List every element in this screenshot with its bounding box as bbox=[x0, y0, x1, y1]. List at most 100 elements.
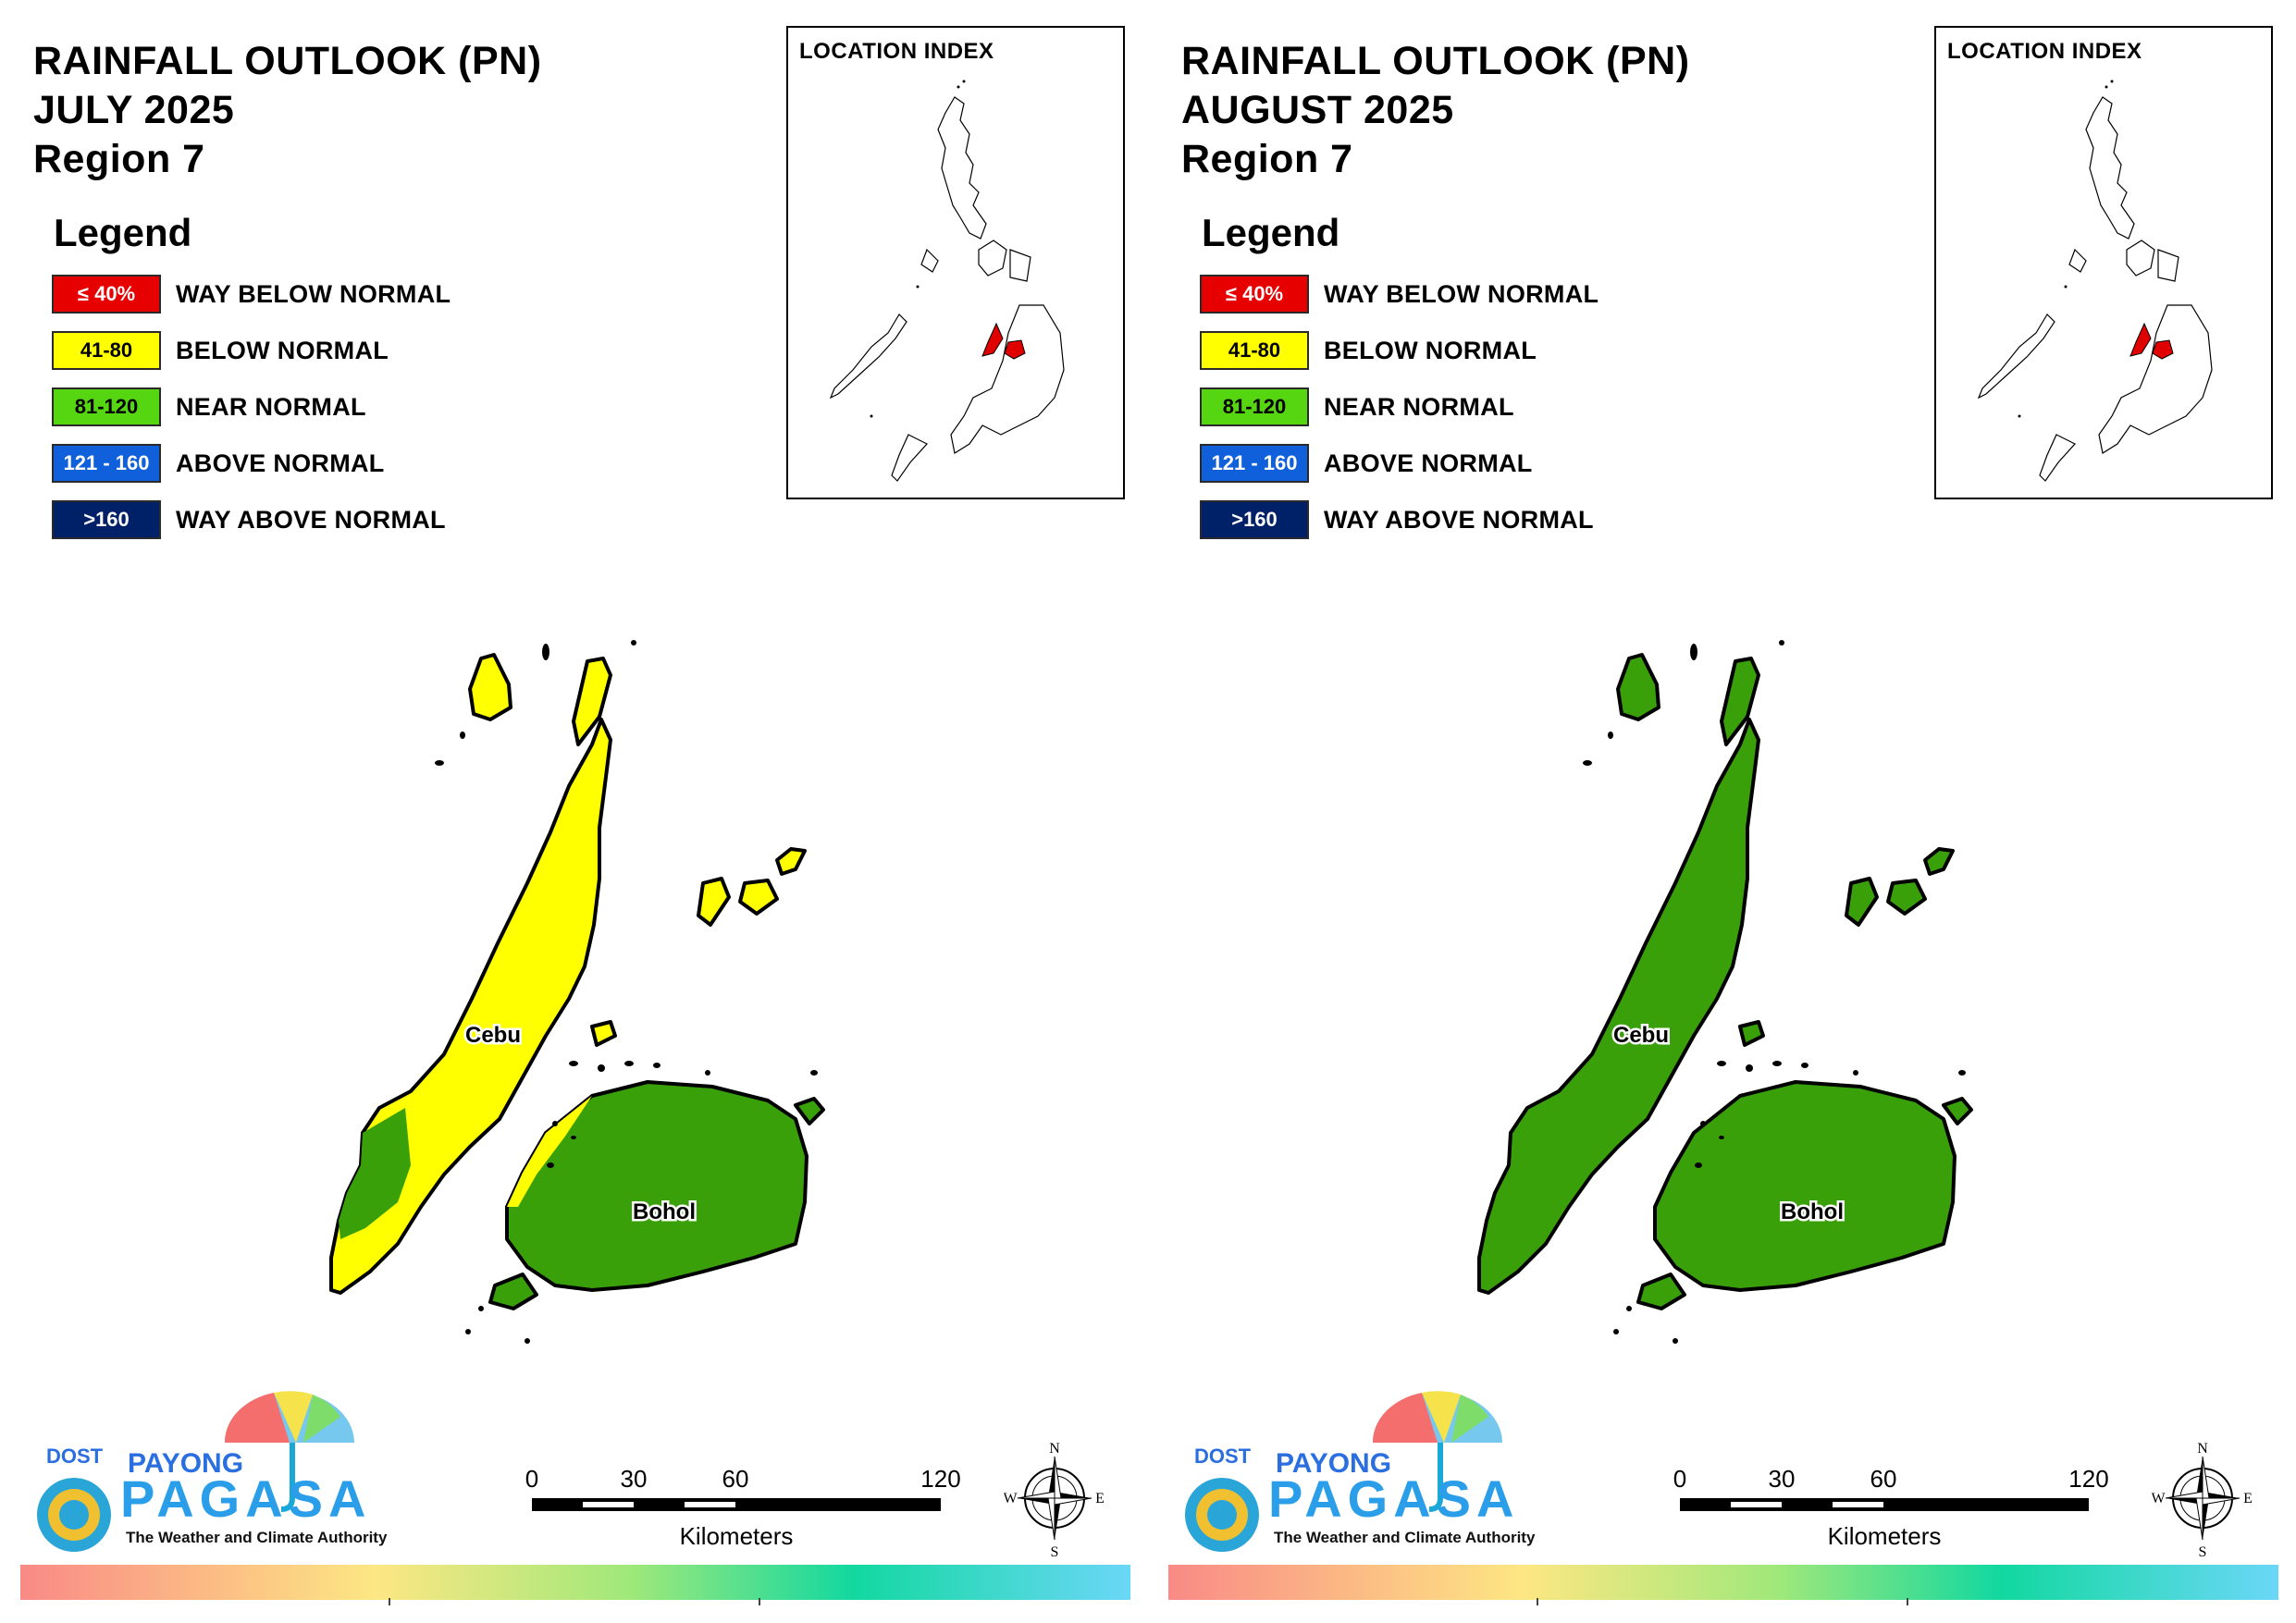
title-month: AUGUST 2025 bbox=[1181, 88, 1454, 132]
map-title: RAINFALL OUTLOOK (PN) AUGUST 2025 Region… bbox=[1181, 37, 1690, 184]
legend-swatch-way-above: >160 bbox=[52, 500, 161, 539]
camotes-east bbox=[738, 879, 779, 916]
panel-july: RAINFALL OUTLOOK (PN) JULY 2025 Region 7… bbox=[20, 26, 1130, 1605]
compass-w: W bbox=[2152, 1491, 2166, 1506]
dost-text: DOST bbox=[46, 1445, 104, 1468]
footer-gradient-bar bbox=[20, 1565, 1130, 1605]
payong-text: PAYONG bbox=[1276, 1448, 1391, 1479]
legend: Legend ≤ 40% WAY BELOW NORMAL 41-80 BELO… bbox=[52, 211, 451, 556]
legend-swatch-below: 41-80 bbox=[1200, 331, 1309, 370]
legend-title: Legend bbox=[1202, 211, 1340, 254]
bohol-island bbox=[1653, 1080, 1957, 1292]
legend-swatch-near: 81-120 bbox=[1200, 387, 1309, 426]
legend-item-above: 121 - 160 ABOVE NORMAL bbox=[52, 443, 451, 484]
bohol-island bbox=[505, 1080, 809, 1292]
cebu-island bbox=[1477, 718, 1760, 1295]
compass-s: S bbox=[1051, 1544, 1059, 1558]
compass-s: S bbox=[2199, 1544, 2207, 1558]
dost-text: DOST bbox=[1194, 1445, 1252, 1468]
legend-label-below: BELOW NORMAL bbox=[176, 336, 389, 364]
pagasa-logo: DOST PAYONG PAGASA The Weather and Clima… bbox=[37, 1391, 388, 1552]
footer-gradient-bar bbox=[1168, 1565, 2278, 1605]
index-title: LOCATION INDEX bbox=[1947, 39, 2142, 64]
bantayan-island bbox=[468, 653, 512, 721]
legend-label-way-above: WAY ABOVE NORMAL bbox=[1324, 505, 1594, 534]
legend-swatch-near: 81-120 bbox=[52, 387, 161, 426]
pagasa-text: PAGASA bbox=[120, 1469, 371, 1528]
camotes-east bbox=[1886, 879, 1927, 916]
title-line1: RAINFALL OUTLOOK (PN) bbox=[1181, 39, 1690, 83]
camotes-west bbox=[697, 877, 731, 927]
pagasa-logo: DOST PAYONG PAGASA The Weather and Clima… bbox=[1185, 1391, 1536, 1552]
pagasa-text: PAGASA bbox=[1268, 1469, 1519, 1528]
legend-item-below: 41-80 BELOW NORMAL bbox=[1200, 330, 1599, 371]
legend-swatch-above: 121 - 160 bbox=[1200, 444, 1309, 483]
legend-label-below: BELOW NORMAL bbox=[1324, 336, 1537, 364]
scale-bar: 0 30 60 120 Kilometers bbox=[1673, 1465, 2109, 1550]
legend-item-near: 81-120 NEAR NORMAL bbox=[52, 387, 451, 427]
bantayan-island bbox=[1616, 653, 1660, 721]
title-region: Region 7 bbox=[1181, 137, 1353, 181]
legend-item-above: 121 - 160 ABOVE NORMAL bbox=[1200, 443, 1599, 484]
compass-e: E bbox=[1095, 1491, 1105, 1506]
compass-n: N bbox=[2197, 1441, 2208, 1457]
scale-unit: Kilometers bbox=[1828, 1522, 1942, 1550]
map-title: RAINFALL OUTLOOK (PN) JULY 2025 Region 7 bbox=[33, 37, 542, 184]
location-index: LOCATION INDEX bbox=[1934, 26, 2273, 499]
north-arrow-icon: N S E W bbox=[2152, 1441, 2253, 1558]
bohol-label: Bohol bbox=[633, 1199, 696, 1224]
legend-swatch-above: 121 - 160 bbox=[52, 444, 161, 483]
philippines-index-map bbox=[829, 80, 1065, 482]
legend-label-above: ABOVE NORMAL bbox=[176, 449, 385, 477]
cebu-label: Cebu bbox=[465, 1023, 521, 1048]
north-tip-island bbox=[1720, 657, 1760, 746]
legend-label-way-below: WAY BELOW NORMAL bbox=[1324, 279, 1599, 308]
scale-tick-30: 30 bbox=[1769, 1465, 1796, 1493]
tagline-text: The Weather and Climate Authority bbox=[1274, 1529, 1536, 1546]
scale-tick-60: 60 bbox=[722, 1465, 749, 1493]
legend-label-way-above: WAY ABOVE NORMAL bbox=[176, 505, 446, 534]
tagline-text: The Weather and Climate Authority bbox=[126, 1529, 388, 1546]
scale-unit: Kilometers bbox=[680, 1522, 794, 1550]
legend-swatch-way-above: >160 bbox=[1200, 500, 1309, 539]
bohol-label: Bohol bbox=[1781, 1199, 1844, 1224]
legend-item-near: 81-120 NEAR NORMAL bbox=[1200, 387, 1599, 427]
scale-tick-30: 30 bbox=[621, 1465, 648, 1493]
legend-label-near: NEAR NORMAL bbox=[176, 392, 366, 421]
region7-map: Cebu Bohol bbox=[1477, 640, 1973, 1344]
compass-n: N bbox=[1049, 1441, 1060, 1457]
north-arrow-icon: N S E W bbox=[1004, 1441, 1105, 1558]
scale-tick-120: 120 bbox=[920, 1465, 960, 1493]
scale-tick-60: 60 bbox=[1870, 1465, 1897, 1493]
legend-label-near: NEAR NORMAL bbox=[1324, 392, 1514, 421]
title-region: Region 7 bbox=[33, 137, 205, 181]
scale-tick-0: 0 bbox=[525, 1465, 538, 1493]
scale-tick-120: 120 bbox=[2068, 1465, 2108, 1493]
panel-august: RAINFALL OUTLOOK (PN) AUGUST 2025 Region… bbox=[1148, 0, 2296, 1623]
title-line1: RAINFALL OUTLOOK (PN) bbox=[33, 39, 542, 83]
legend-item-way-above: >160 WAY ABOVE NORMAL bbox=[52, 499, 451, 540]
camotes-west bbox=[1845, 877, 1879, 927]
legend-item-below: 41-80 BELOW NORMAL bbox=[52, 330, 451, 371]
legend: Legend ≤ 40% WAY BELOW NORMAL 41-80 BELO… bbox=[1200, 211, 1599, 556]
compass-w: W bbox=[1004, 1491, 1018, 1506]
payong-text: PAYONG bbox=[128, 1448, 243, 1479]
legend-swatch-way-below: ≤ 40% bbox=[52, 275, 161, 314]
cebu-label: Cebu bbox=[1613, 1023, 1669, 1048]
region7-map: Cebu Bohol bbox=[329, 640, 825, 1344]
scale-bar: 0 30 60 120 Kilometers bbox=[525, 1465, 961, 1550]
legend-label-above: ABOVE NORMAL bbox=[1324, 449, 1533, 477]
cebu-southwest-zone bbox=[339, 1108, 411, 1239]
legend-item-way-below: ≤ 40% WAY BELOW NORMAL bbox=[1200, 274, 1599, 314]
legend-item-way-below: ≤ 40% WAY BELOW NORMAL bbox=[52, 274, 451, 314]
compass-e: E bbox=[2243, 1491, 2253, 1506]
legend-title: Legend bbox=[54, 211, 192, 254]
title-month: JULY 2025 bbox=[33, 88, 235, 132]
north-tip-island bbox=[572, 657, 612, 746]
legend-label-way-below: WAY BELOW NORMAL bbox=[176, 279, 451, 308]
legend-item-way-above: >160 WAY ABOVE NORMAL bbox=[1200, 499, 1599, 540]
scale-tick-0: 0 bbox=[1673, 1465, 1686, 1493]
index-title: LOCATION INDEX bbox=[799, 39, 994, 64]
legend-swatch-below: 41-80 bbox=[52, 331, 161, 370]
legend-swatch-way-below: ≤ 40% bbox=[1200, 275, 1309, 314]
